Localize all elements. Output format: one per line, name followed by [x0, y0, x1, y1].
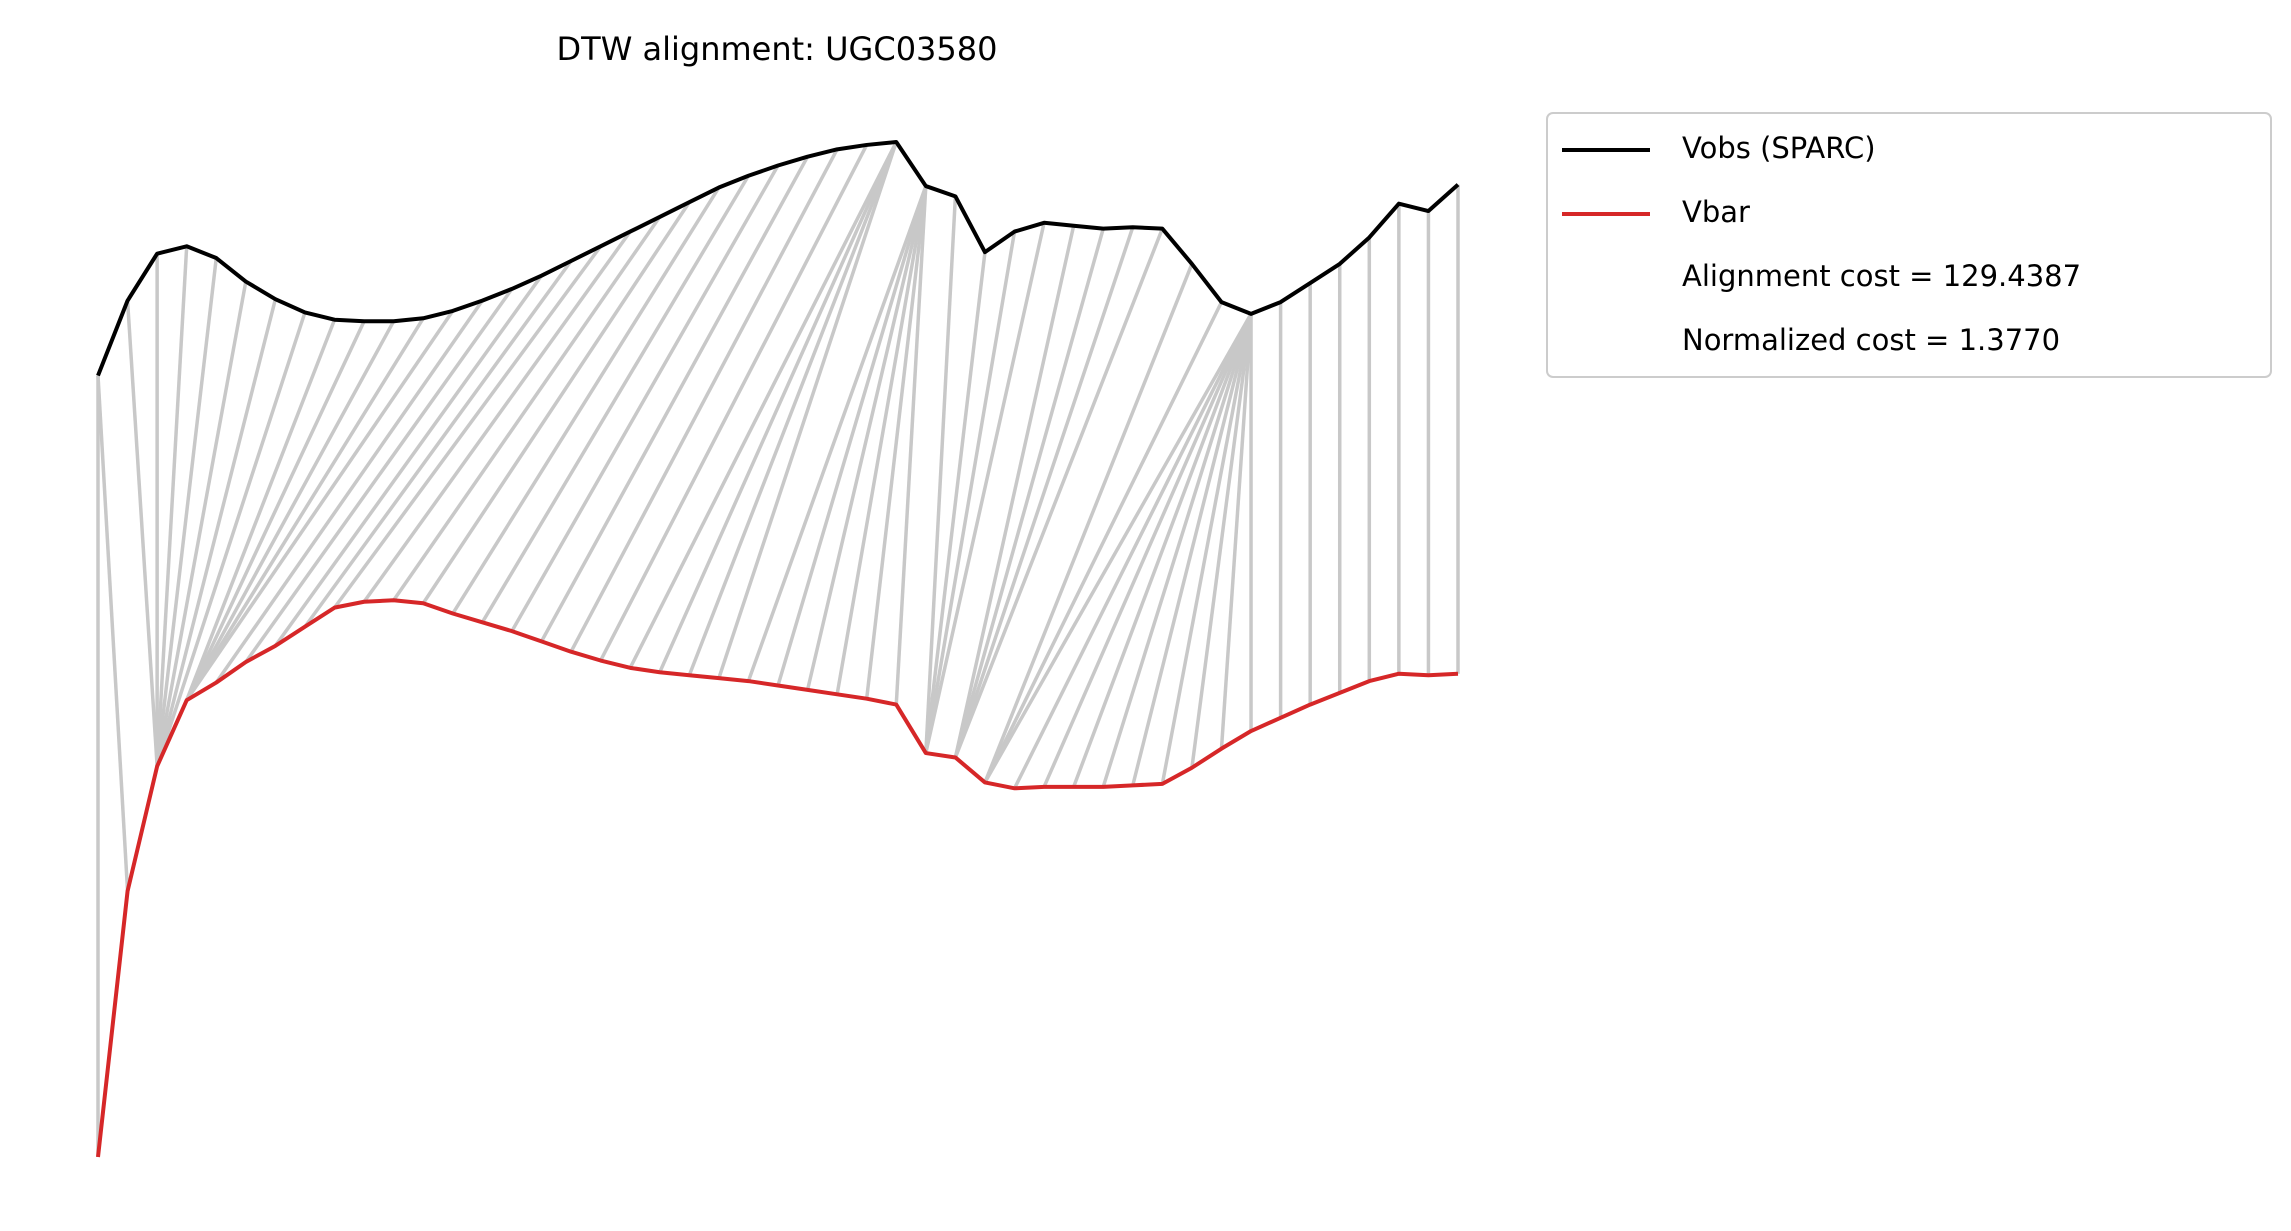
alignment-link [155, 311, 307, 767]
alignment-link [451, 186, 721, 615]
alignment-link [776, 185, 928, 686]
legend: Vobs (SPARC) Vbar Alignment cost = 129.438… [1546, 112, 2272, 378]
alignment-link [805, 185, 928, 691]
alignment-link [539, 155, 810, 643]
alignment-link [155, 257, 218, 767]
legend-annotation: Normalized cost = 1.3770 [1682, 323, 2060, 357]
alignment-link [1012, 313, 1253, 790]
alignment-link [983, 312, 1253, 784]
alignment-link [185, 320, 366, 701]
alignment-link [155, 298, 278, 767]
alignment-link [333, 245, 603, 609]
alignment-link [1101, 313, 1253, 788]
alignment-link [983, 301, 1224, 784]
alignment-link [894, 185, 928, 705]
alignment-link [953, 228, 1105, 758]
curves [96, 140, 1460, 1158]
alignment-link [214, 299, 484, 684]
alignment-link [185, 317, 425, 702]
alignment-link [1219, 313, 1253, 749]
alignment-link [864, 185, 928, 699]
alignment-link [953, 225, 1076, 758]
alignment-link [924, 196, 958, 754]
alignment-link [244, 287, 514, 664]
alignment-link [924, 251, 987, 754]
chart-title: DTW alignment: UGC03580 [557, 30, 998, 68]
alignment-link [835, 185, 928, 695]
alignment-link [185, 309, 455, 702]
alignment-link [155, 246, 189, 767]
alignment-link [1160, 313, 1253, 785]
series-line [96, 140, 1460, 377]
alignment-link [924, 222, 1046, 754]
alignment-link [569, 148, 839, 653]
alignment-link [1131, 313, 1253, 786]
legend-label: Vobs (SPARC) [1682, 131, 1876, 165]
alignment-link [421, 201, 691, 605]
alignment-link [924, 231, 1017, 754]
alignment-link [392, 215, 662, 602]
alignment-link [953, 226, 1135, 759]
legend-label: Vbar [1682, 195, 1750, 229]
alignment-link [185, 319, 337, 701]
alignment-link [1190, 313, 1253, 768]
alignment-link [480, 174, 750, 624]
alignment-link [510, 164, 780, 633]
alignment-link [362, 230, 632, 603]
alignment-link [125, 300, 159, 767]
alignment-link [717, 141, 898, 679]
alignment-links [96, 141, 1460, 1157]
alignment-link [303, 259, 573, 628]
alignment-link [155, 281, 248, 767]
legend-annotation: Alignment cost = 129.4387 [1682, 259, 2081, 293]
alignment-link [96, 375, 130, 892]
legend-frame [1546, 112, 2272, 378]
alignment-link [185, 320, 396, 702]
alignment-link [599, 144, 869, 662]
alignment-link [658, 141, 898, 673]
series-line [96, 598, 1459, 1158]
alignment-link [687, 141, 898, 676]
alignment-link [953, 228, 1164, 759]
alignment-link [273, 274, 543, 647]
alignment-link [746, 185, 928, 682]
alignment-link [1072, 313, 1253, 788]
alignment-link [1042, 313, 1253, 788]
alignment-link [628, 141, 898, 669]
alignment-link [983, 263, 1194, 784]
